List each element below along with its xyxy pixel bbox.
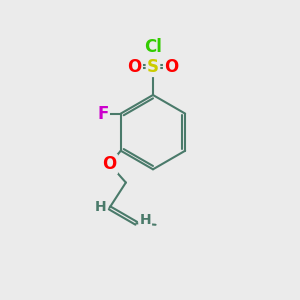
Text: H: H [140,213,151,227]
Text: S: S [147,58,159,76]
Text: O: O [128,58,142,76]
Text: F: F [97,105,109,123]
Text: H: H [95,200,106,214]
Text: O: O [164,58,178,76]
Text: O: O [102,155,117,173]
Text: Cl: Cl [144,38,162,56]
